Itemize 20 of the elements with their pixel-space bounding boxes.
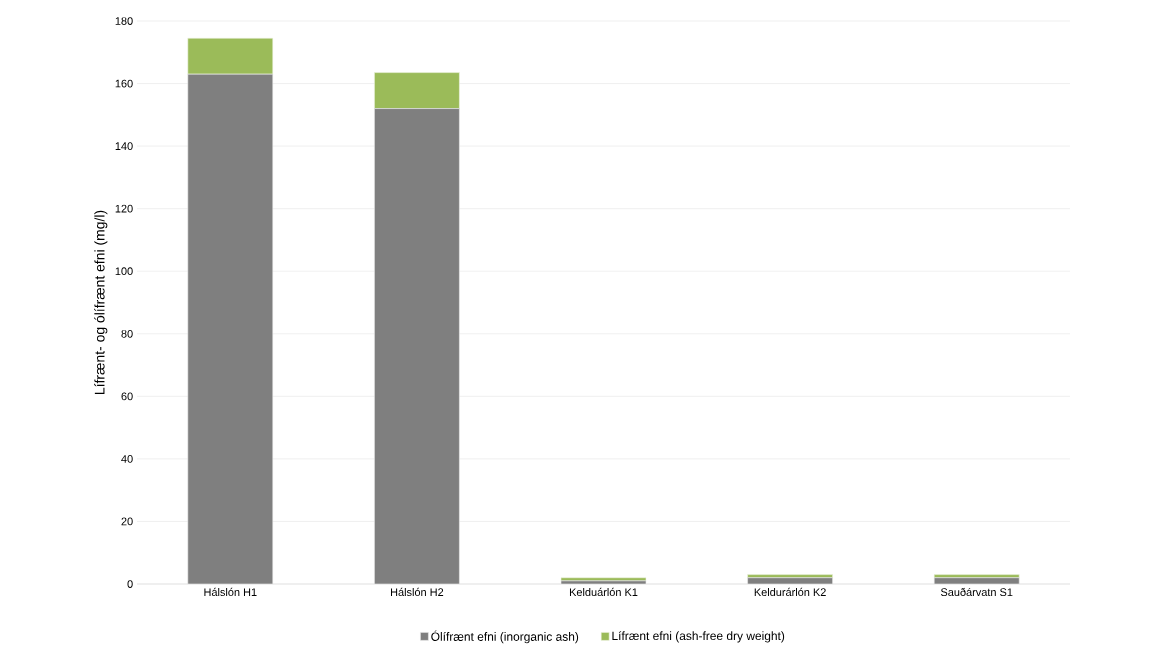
x-tick-label: Kelduárlón K1 [569, 587, 638, 597]
y-tick-label: 0 [127, 580, 133, 588]
y-tick-label: 60 [121, 392, 133, 401]
y-tick-label: 80 [121, 329, 133, 338]
legend-label: Lífrænt efni (ash-free dry weight) [612, 631, 785, 643]
legend-label: Ólífrænt efni (inorganic ash) [431, 630, 579, 644]
y-tick-label: 160 [115, 79, 133, 88]
y-tick-label: 120 [115, 204, 133, 213]
bar [933, 577, 1020, 585]
x-tick-label: Hálslón H2 [391, 587, 444, 597]
y-tick-label: 180 [115, 17, 133, 25]
y-tick-label: 20 [121, 517, 133, 526]
y-tick-label: 140 [115, 142, 133, 150]
y-axis-title: Lífrænt- og ólífrænt efni (mg/l) [94, 210, 108, 394]
bar [747, 577, 833, 585]
x-tick-label: Keldurárlón K2 [754, 587, 826, 597]
y-tick-label: 40 [121, 455, 133, 463]
x-tick-label: Hálslón H1 [204, 587, 257, 597]
y-tick-label: 100 [115, 267, 133, 276]
x-tick-label: Sauðárvatn S1 [940, 587, 1013, 597]
